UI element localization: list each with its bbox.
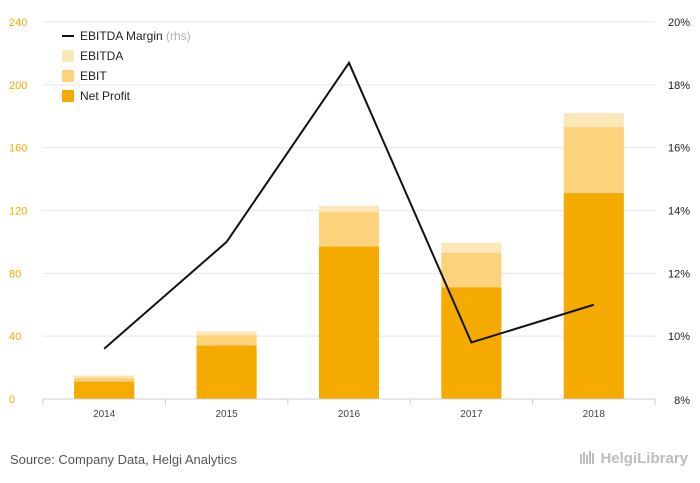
legend-swatch-net-profit [62,90,74,102]
legend-label-ebitda-margin: EBITDA Margin (rhs) [80,29,191,43]
x-tick-label: 2016 [338,409,361,420]
right-tick-label: 20% [668,17,690,29]
right-tick-label: 12% [668,268,690,280]
legend: EBITDA Margin (rhs) EBITDA EBIT Net Profit [62,29,191,103]
brand-name: HelgiLibrary [600,450,688,467]
legend-label-net-profit: Net Profit [80,89,131,103]
right-tick-label: 14% [668,206,690,218]
left-tick-label: 80 [9,268,21,280]
left-y-axis: 0 40 80 120 160 200 240 [9,17,27,406]
brand-logo: HelgiLibrary [579,450,688,467]
left-tick-label: 240 [9,17,27,29]
bar-net-profit-2015 [196,345,257,399]
source-note: Source: Company Data, Helgi Analytics [10,452,237,467]
bar-net-profit-2014 [74,381,135,399]
legend-label-ebitda: EBITDA [80,49,123,63]
right-tick-label: 18% [668,80,690,92]
legend-swatch-ebitda [62,50,74,62]
margin-line-series [103,60,595,350]
bar-series [74,113,624,399]
right-y-axis: 8% 10% 12% 14% 16% 18% 20% [668,17,690,407]
right-tick-label: 10% [668,331,690,343]
bar-net-profit-2016 [319,246,379,399]
x-tick-label: 2017 [460,409,483,420]
left-tick-label: 0 [9,394,15,406]
library-icon [579,451,597,466]
right-tick-label: 16% [668,143,690,155]
x-tick-label: 2014 [93,409,116,420]
left-tick-label: 200 [9,80,27,92]
legend-label-ebit: EBIT [80,69,107,83]
x-tick-label: 2018 [583,409,606,420]
left-tick-label: 40 [9,331,21,343]
left-tick-label: 120 [9,206,27,218]
x-axis: 2014 2015 2016 2017 2018 [42,398,656,420]
bar-net-profit-2018 [563,193,624,399]
x-tick-label: 2015 [215,409,238,420]
combo-chart: 2014 2015 2016 2017 2018 0 40 80 120 160 200 240 8… [9,17,690,420]
left-tick-label: 160 [9,143,27,155]
legend-swatch-ebit [62,70,74,82]
right-tick-label: 8% [674,395,690,407]
